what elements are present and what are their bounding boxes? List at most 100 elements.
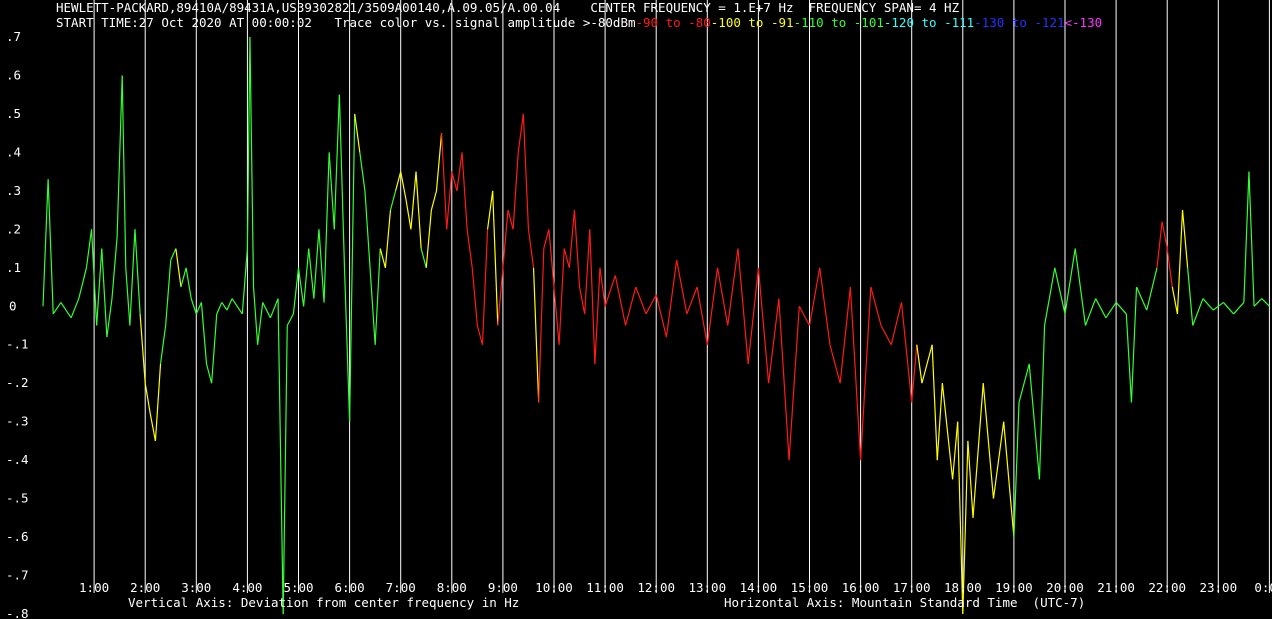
trace-segment [216,302,223,315]
trace-segment [788,306,800,461]
trace-segment [1125,313,1133,403]
trace-segment [1003,421,1015,538]
trace-segment [696,286,708,345]
trace-segment [1243,171,1250,303]
legend-item-0: >-80dBm [582,15,636,30]
x-tick-label: 23:00 [1199,580,1237,595]
trace-segment [870,286,882,326]
y-tick-label: -.3 [6,414,29,429]
x-tick-label: 19:00 [995,580,1033,595]
trace-segment [303,248,310,307]
trace-segment [568,210,576,268]
x-tick-label: 22:00 [1148,580,1186,595]
trace-segment [410,171,417,230]
trace-segment [1105,302,1117,319]
trace-segment [1146,267,1158,311]
trace-segment [78,267,88,299]
trace-segment [125,267,131,326]
x-tick-label: 3:00 [181,580,211,595]
trace-segment [706,267,719,345]
frequency-trace [42,36,1270,615]
trace-segment [716,267,729,326]
y-tick-label: .1 [6,260,21,275]
trace-segment [916,344,923,384]
trace-segment [829,344,841,384]
trace-segment [415,171,422,249]
trace-segment [446,171,453,230]
y-tick-label: .4 [6,144,21,159]
trace-segment [262,302,271,319]
trace-segment [1156,221,1163,268]
trace-segment [297,267,305,307]
trace-segment [236,305,243,315]
trace-segment [471,267,478,326]
trace-segment [405,198,412,230]
trace-segment [1074,248,1087,326]
trace-segment [1192,298,1204,326]
trace-segment [522,113,530,230]
y-tick-label: -.1 [6,337,29,352]
trace-segment [249,36,255,288]
trace-segment [269,298,279,319]
trace-segment [185,267,192,299]
trace-segment [466,229,473,268]
trace-segment [962,440,969,615]
x-tick-label: 8:00 [437,580,467,595]
trace-segment [624,286,637,326]
legend-item-1: -90 to -80 [635,15,711,30]
x-tick-label: 6:00 [335,580,365,595]
trace-segment [70,298,80,319]
hour-gridlines [93,0,1270,593]
trace-segment [1054,267,1066,315]
trace-segment [1161,221,1168,249]
trace-segment [190,298,197,315]
y-tick-label: -.4 [6,452,29,467]
x-tick-label: 1:00 [79,580,109,595]
y-tick-label: -.2 [6,375,29,390]
trace-segment [129,229,136,326]
frequency-span: FREQUENCY SPAN= 4 HZ [808,0,960,15]
trace-segment [101,248,108,338]
trace-segment [159,325,167,365]
trace-segment [819,267,831,345]
trace-segment [364,190,371,268]
trace-segment [635,286,647,315]
trace-segment [328,152,335,230]
trace-segment [318,229,325,303]
y-tick-label: .5 [6,106,21,121]
trace-segment [1130,287,1138,403]
trace-segment [205,363,213,384]
trace-segment [967,440,974,518]
trace-segment [338,94,346,268]
trace-segment [1084,298,1097,326]
header-line-2: START TIME:27 Oct 2020 AT 00:00:02 Trace… [56,15,1102,30]
trace-segment [1115,302,1127,315]
trace-segment [1261,298,1270,307]
trace-segment [911,344,918,403]
x-tick-label: 21:00 [1097,580,1135,595]
trace-segment [379,248,386,268]
trace-segment [778,298,790,461]
trace-segment [323,152,330,303]
x-tick-label: 7:00 [386,580,416,595]
horizontal-axis-label: Horizontal Axis: Mountain Standard Time … [724,595,1086,610]
trace-segment [1202,298,1214,311]
x-tick-labels: 1:00 2:00 3:00 4:00 5:00 6:00 7:00 8:00 9:00 10:0… [79,580,1272,595]
trace-segment [839,286,851,384]
trace-segment [374,248,381,345]
trace-segment [553,286,560,345]
trace-segment [154,363,162,441]
trace-segment [139,313,146,384]
trace-segment [860,286,872,461]
trace-segment [558,248,565,345]
trace-segment [527,229,535,268]
trace-segment [451,171,458,192]
trace-segment [359,152,366,191]
x-tick-label: 15:00 [791,580,829,595]
trace-segment [584,229,591,314]
trace-segment [134,229,141,314]
trace-segment [144,383,151,415]
trace-segment [211,313,218,384]
trace-segment [665,260,678,338]
trace-segment [440,133,448,230]
